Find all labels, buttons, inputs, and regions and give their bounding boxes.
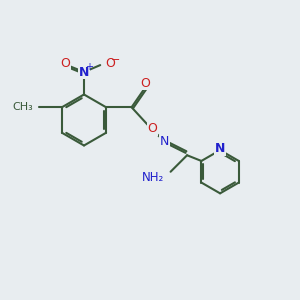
Text: O: O [140,77,150,90]
Text: O: O [106,57,116,70]
Text: +: + [85,61,93,72]
Text: O: O [61,57,70,70]
Text: CH₃: CH₃ [12,102,33,112]
Text: O: O [148,122,158,135]
Text: N: N [79,65,89,79]
Text: NH₂: NH₂ [142,171,165,184]
Text: −: − [111,55,120,65]
Text: N: N [160,135,169,148]
Text: N: N [215,142,225,155]
